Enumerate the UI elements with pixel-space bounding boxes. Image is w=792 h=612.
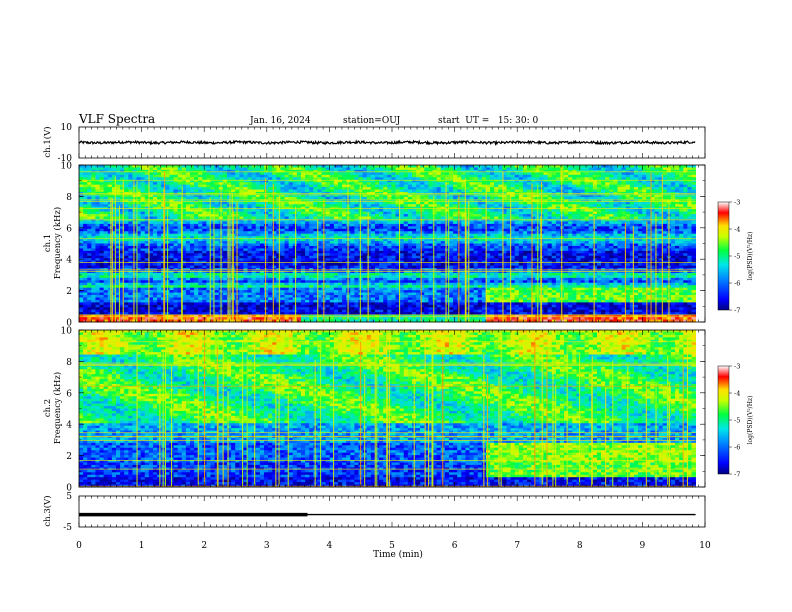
y-tick-label: 6 [66, 224, 72, 234]
colorbar-tick-label: -6 [734, 280, 740, 288]
ch2-spectrogram-image [79, 330, 696, 487]
ch2-spec-ylabel-frequency: Frequency (kHz) [52, 372, 63, 444]
ch1-spectrogram-image [79, 165, 696, 322]
x-tick-label: 4 [327, 541, 333, 551]
ch1-waveform-trace [79, 141, 695, 144]
colorbar-tick-label: -5 [734, 417, 740, 425]
y-tick-label: 10 [61, 327, 73, 337]
ch1-colorbar [718, 202, 729, 310]
header-station: station=OUJ [343, 116, 401, 126]
colorbar-tick-label: -7 [734, 307, 740, 315]
figure-title: VLF Spectra [78, 112, 155, 126]
ch3-ytick-top: 5 [66, 492, 72, 502]
colorbar-tick-label: -7 [734, 471, 740, 479]
y-tick-label: 2 [66, 287, 72, 297]
ch1-spec-ylabel-frequency: Frequency (kHz) [52, 207, 63, 279]
y-tick-label: 4 [66, 256, 72, 266]
y-tick-label: 8 [66, 193, 72, 203]
ch2-colorbar [718, 366, 729, 474]
x-tick-label: 0 [76, 541, 82, 551]
x-tick-label: 3 [264, 541, 270, 551]
x-tick-label: 10 [699, 541, 711, 551]
ch2-spec-ylabel-channel: ch.2 [43, 399, 53, 417]
ch2-colorbar-label: log(PSD)(V²/Hz) [747, 396, 754, 445]
x-tick-label: 6 [452, 541, 458, 551]
ch1-ytick-top: 10 [61, 123, 73, 133]
y-tick-label: 10 [61, 162, 73, 172]
x-tick-label: 2 [201, 541, 207, 551]
header-start-time: start UT = 15: 30: 0 [438, 116, 539, 126]
colorbar-tick-label: -5 [734, 253, 740, 261]
ch1-ylabel: ch.1(V) [42, 126, 53, 157]
colorbar-tick-label: -3 [734, 199, 740, 207]
colorbar-tick-label: -6 [734, 444, 740, 452]
ch3-ylabel: ch.3(V) [42, 495, 53, 526]
ch1-spec-ylabel-channel: ch.1 [43, 234, 53, 252]
x-tick-label: 8 [577, 541, 583, 551]
colorbar-tick-label: -3 [734, 363, 740, 371]
ch3-signal-panel: 5 -5 ch.3(V) 0 1 2 3 4 5 6 7 8 9 10 Time (min) [42, 492, 711, 560]
y-tick-label: 6 [66, 389, 72, 399]
x-tick-label: 7 [514, 541, 520, 551]
colorbar-tick-label: -4 [734, 390, 740, 398]
y-tick-label: 4 [66, 421, 72, 431]
ch1-waveform-panel: 10 -10 ch.1(V) [42, 123, 705, 164]
x-tick-label: 1 [139, 541, 145, 551]
header-date: Jan. 16, 2024 [249, 116, 311, 126]
x-axis-label: Time (min) [373, 549, 423, 560]
ch1-colorbar-label: log(PSD)(V²/Hz) [747, 232, 754, 281]
ch3-ytick-bottom: -5 [63, 523, 72, 533]
y-tick-label: 8 [66, 358, 72, 368]
colorbar-tick-label: -4 [734, 226, 740, 234]
x-tick-label: 9 [640, 541, 646, 551]
y-tick-label: 2 [66, 452, 72, 462]
